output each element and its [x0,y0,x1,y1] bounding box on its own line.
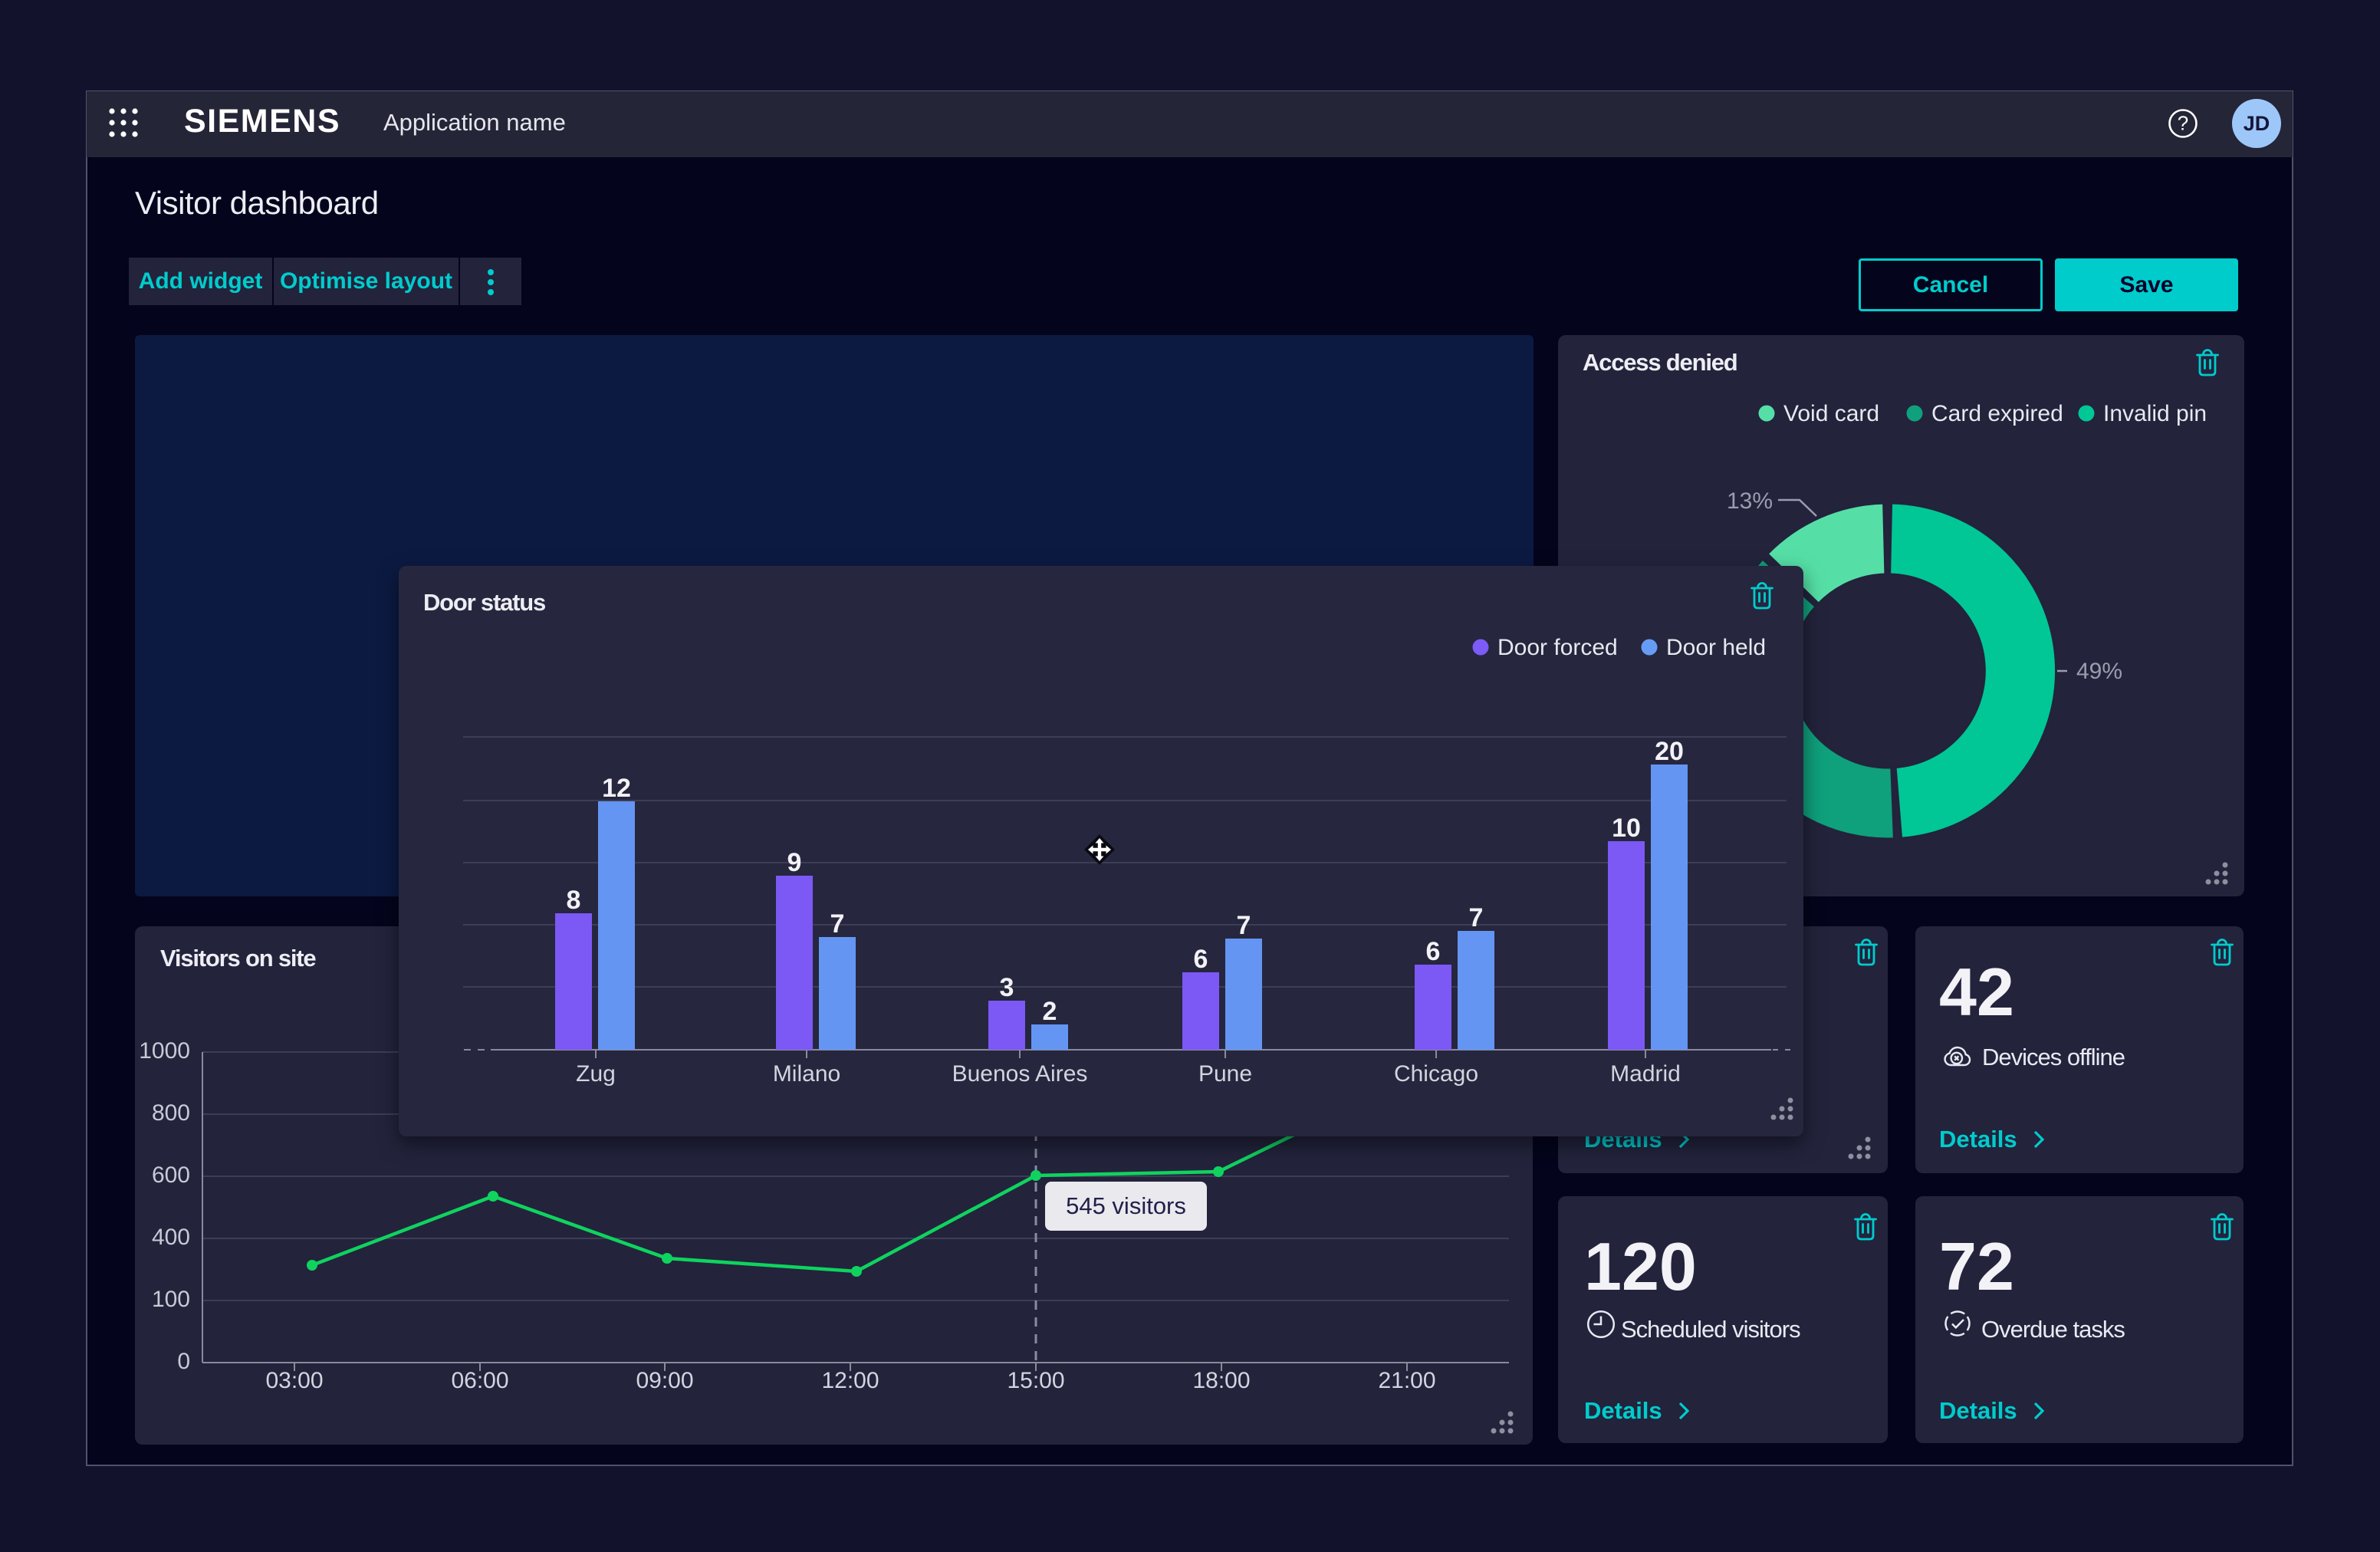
svg-text:10: 10 [1612,814,1641,843]
svg-text:3: 3 [1000,973,1014,1002]
svg-text:?: ? [2178,112,2188,135]
svg-text:Buenos Aires: Buenos Aires [952,1061,1088,1087]
svg-text:Pune: Pune [1198,1061,1252,1087]
svg-text:12: 12 [602,774,631,803]
svg-text:6: 6 [1426,937,1441,966]
svg-text:Chicago: Chicago [1394,1061,1478,1087]
svg-text:Madrid: Madrid [1610,1061,1681,1087]
svg-text:2: 2 [1043,997,1057,1026]
svg-text:Invalid pin: Invalid pin [2103,401,2207,426]
svg-text:8: 8 [567,886,581,915]
svg-text:Door held: Door held [1666,635,1766,660]
svg-text:7: 7 [1469,903,1484,932]
svg-text:49%: 49% [2076,659,2122,684]
svg-text:Void card: Void card [1783,401,1879,426]
svg-text:6: 6 [1194,945,1208,974]
svg-text:Card expired: Card expired [1931,401,2063,426]
svg-text:20: 20 [1655,737,1684,766]
svg-text:7: 7 [830,909,845,939]
svg-text:Door forced: Door forced [1497,635,1618,660]
svg-text:Milano: Milano [773,1061,840,1087]
svg-text:7: 7 [1237,911,1251,940]
svg-text:13%: 13% [1727,488,1773,514]
svg-text:Zug: Zug [576,1061,616,1087]
svg-text:9: 9 [787,848,802,877]
